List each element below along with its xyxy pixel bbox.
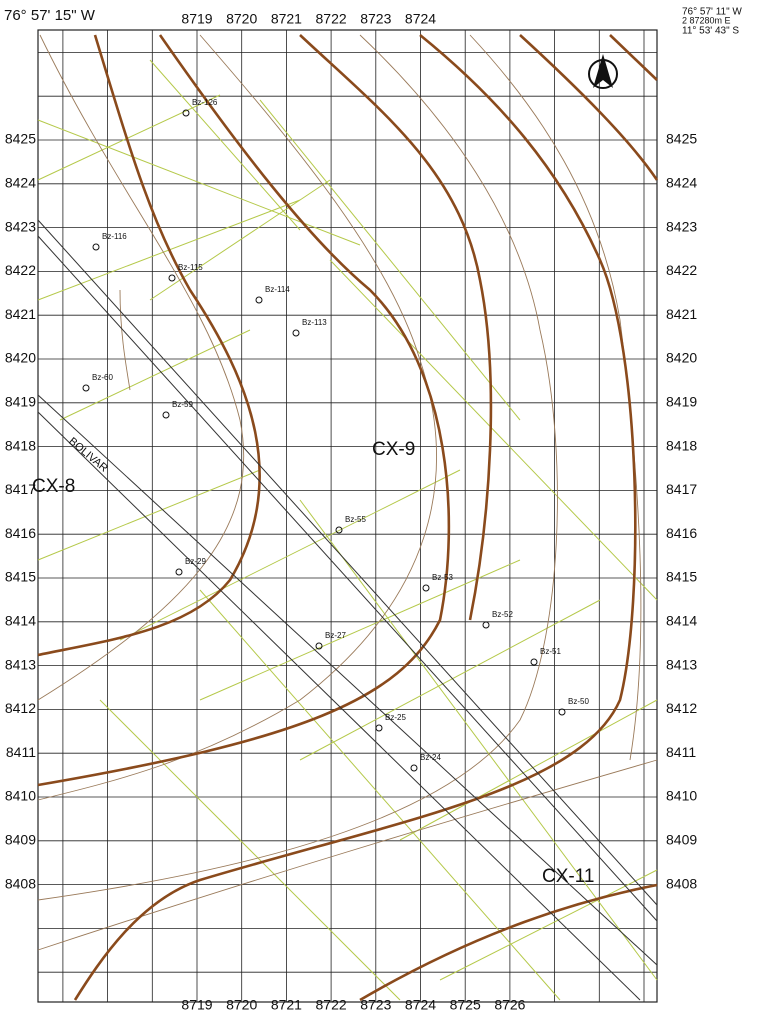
point-label: Bz-27 <box>325 631 346 640</box>
grid-label: 8418 <box>5 437 36 453</box>
grid-label: 8724 <box>405 997 436 1013</box>
grid-label: 8411 <box>6 744 36 760</box>
coordinate: 11° 53' 43" S <box>682 26 739 37</box>
grid-label: 8424 <box>5 175 36 191</box>
point-label: Bz-25 <box>385 713 406 722</box>
grid-label: 8723 <box>360 11 391 27</box>
grid-label: 8410 <box>666 788 697 804</box>
point-label: Bz-113 <box>302 318 327 327</box>
grid-label: 8420 <box>5 350 36 366</box>
grid-label: 8424 <box>666 175 697 191</box>
grid-label: 8422 <box>666 262 697 278</box>
grid-label: 8413 <box>5 656 36 672</box>
grid-label: 8420 <box>666 350 697 366</box>
grid-label: 8726 <box>494 997 525 1013</box>
grid-label: 8423 <box>5 218 36 234</box>
grid-label: 8409 <box>666 832 697 848</box>
grid-label: 8421 <box>666 306 697 322</box>
place-label: CX-8 <box>32 476 75 497</box>
point-label: Bz-55 <box>345 515 366 524</box>
grid-label: 8721 <box>271 997 302 1013</box>
grid-label: 8423 <box>666 218 697 234</box>
point-label: Bz-51 <box>540 647 561 656</box>
point-label: Bz-59 <box>172 400 193 409</box>
point-label: Bz-52 <box>492 610 513 619</box>
grid-label: 8723 <box>360 997 391 1013</box>
page: {"header": {"left_coord": "76° 57' 15\" … <box>0 0 764 1016</box>
grid-label: 8720 <box>226 11 257 27</box>
grid-label: 8719 <box>181 11 212 27</box>
point-label: Bz-115 <box>178 263 203 272</box>
place-label: CX-9 <box>372 439 415 460</box>
grid-label: 8425 <box>5 131 36 147</box>
point-label: Bz-126 <box>192 98 218 107</box>
grid-label: 8419 <box>666 394 697 410</box>
grid-label: 8724 <box>405 11 436 27</box>
grid-label: 8418 <box>666 437 697 453</box>
grid-label: 8415 <box>5 569 36 585</box>
grid-label: 8409 <box>5 832 36 848</box>
grid-label: 8722 <box>316 11 347 27</box>
grid-label: 8421 <box>5 306 36 322</box>
grid-label: 8721 <box>271 11 302 27</box>
grid-label: 8415 <box>666 569 697 585</box>
point-label: Bz-50 <box>568 697 589 706</box>
grid-label: 8725 <box>450 997 481 1013</box>
grid-label: 8416 <box>5 525 36 541</box>
grid-label: 8722 <box>316 997 347 1013</box>
grid-label: 8414 <box>5 613 36 629</box>
grid-label: 8410 <box>5 788 36 804</box>
grid-label: 8720 <box>226 997 257 1013</box>
coordinate: 2 87280m E <box>682 15 731 25</box>
grid-label: 8412 <box>666 700 697 716</box>
grid-label: 8408 <box>666 875 697 891</box>
grid-label: 8719 <box>181 997 212 1013</box>
point-label: Bz-60 <box>92 373 113 382</box>
point-label: Bz-116 <box>102 232 127 241</box>
grid-label: 8417 <box>666 481 697 497</box>
coordinate: 76° 57' 15" W <box>4 7 96 24</box>
grid-label: 8412 <box>5 700 36 716</box>
grid-label: 8413 <box>666 656 697 672</box>
grid-label: 8422 <box>5 262 36 278</box>
grid-label: 8419 <box>5 394 36 410</box>
grid-label: 8425 <box>666 131 697 147</box>
grid-label: 8408 <box>5 875 36 891</box>
point-label: Bz-53 <box>432 573 453 582</box>
grid-label: 8414 <box>666 613 697 629</box>
point-label: Bz-114 <box>265 285 290 294</box>
grid-label: 8411 <box>666 744 696 760</box>
grid-label: 8416 <box>666 525 697 541</box>
point-label: Bz-24 <box>420 753 441 762</box>
place-label: CX-11 <box>542 866 594 887</box>
map: 76° 57' 15" W76° 57' 11" W2 87280m E11° … <box>0 0 764 1016</box>
point-label: Bz-29 <box>185 557 206 566</box>
